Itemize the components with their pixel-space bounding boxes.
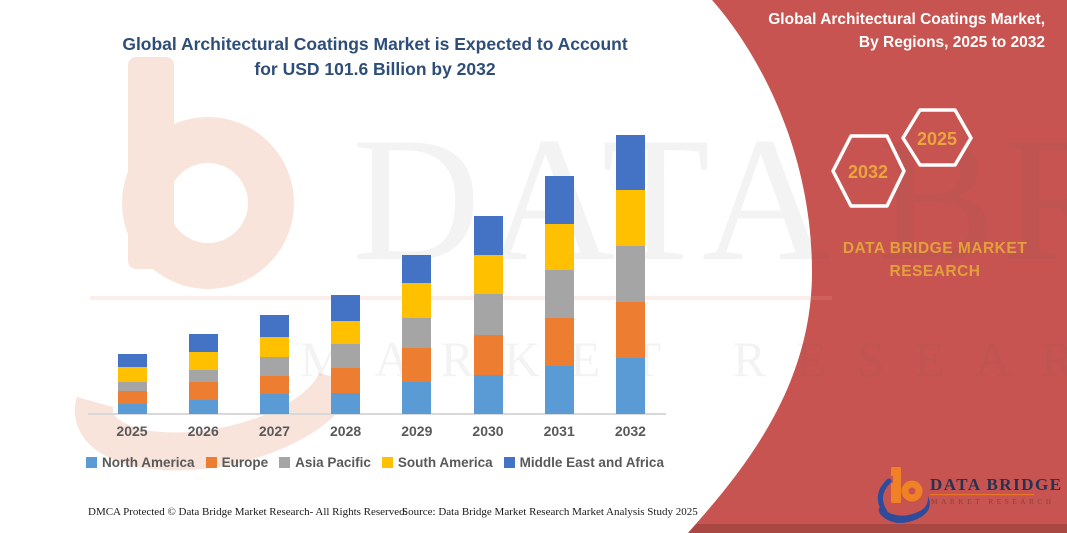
dmca-notice: DMCA Protected © Data Bridge Market Rese… [88,506,408,518]
bar-segment-2028-south-america [331,320,361,344]
bar-segment-2026-south-america [188,352,218,370]
chart-title-line1: Global Architectural Coatings Market is … [122,34,628,54]
legend-label: South America [397,455,493,470]
bar-segment-2030-south-america [473,254,503,294]
bar-segment-2028-middle-east-and-africa [331,294,361,321]
bar-segment-2031-south-america [544,223,574,270]
bar-segment-2031-europe [544,317,574,367]
chart-title-line2: for USD 101.6 Billion by 2032 [254,59,496,80]
legend-item-middle-east-and-africa: Middle East and Africa [503,455,664,470]
bar-segment-2030-north-america [473,375,503,414]
bar-segment-2031-middle-east-and-africa [544,175,574,224]
bar-segment-2032-europe [615,301,645,358]
bar-segment-2027-south-america [259,336,289,357]
bar-segment-2030-middle-east-and-africa [473,215,503,255]
x-axis-line [88,413,666,415]
bar-segment-2025-middle-east-and-africa [117,354,147,367]
x-axis-label-2030: 2030 [472,423,504,439]
legend-swatch-icon [503,457,515,468]
bar-segment-2029-south-america [402,282,432,319]
bar-segment-2032-asia-pacific [615,246,645,302]
source-note: Source: Data Bridge Market Research Mark… [402,506,698,518]
chart-title: Global Architectural Coatings Market is … [60,32,690,83]
bar-segment-2027-middle-east-and-africa [259,315,289,337]
bar-segment-2029-middle-east-and-africa [402,255,432,283]
bar-segment-2026-middle-east-and-africa [188,334,218,353]
bar-segment-2032-south-america [615,190,645,247]
legend-swatch-icon [381,457,393,468]
bar-segment-2029-europe [402,347,432,382]
legend-label: Middle East and Africa [519,455,664,470]
bar-segment-2027-asia-pacific [259,356,289,376]
bar-segment-2028-asia-pacific [331,343,361,368]
bar-segment-2031-asia-pacific [544,269,574,318]
bar-segment-2029-north-america [402,381,432,414]
legend-item-south-america: South America [381,455,493,470]
bar-segment-2030-asia-pacific [473,293,503,335]
x-axis-label-2032: 2032 [614,423,646,439]
x-axis-label-2029: 2029 [401,423,433,439]
x-axis-label-2031: 2031 [543,423,575,439]
bar-segment-2030-europe [473,334,503,376]
bar-segment-2032-middle-east-and-africa [615,135,645,191]
bar-segment-2029-asia-pacific [402,318,432,348]
bar-segment-2032-north-america [615,357,645,414]
bar-segment-2031-north-america [544,366,574,414]
watermark-underline [90,296,832,300]
